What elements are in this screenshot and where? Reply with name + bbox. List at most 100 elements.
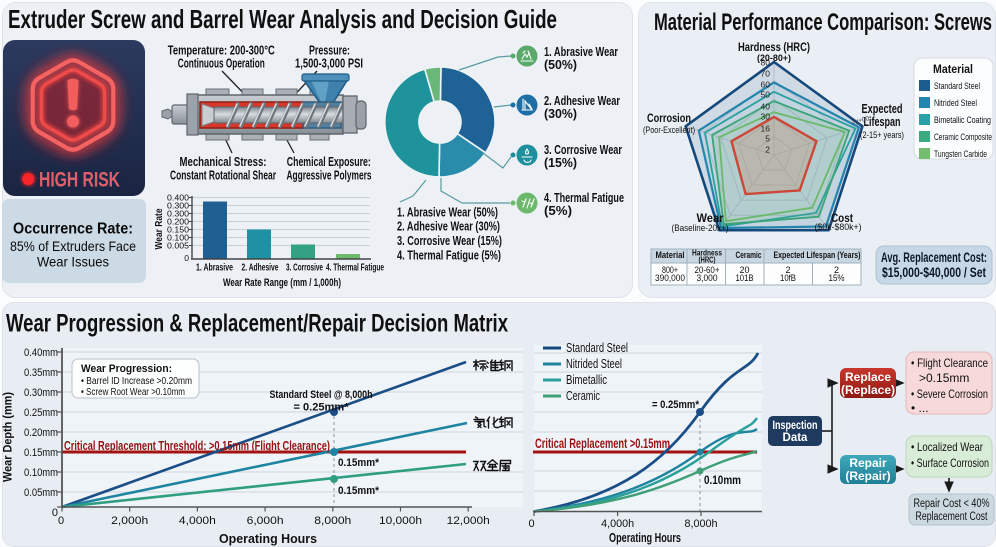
svg-text:85% of Extruders Face: 85% of Extruders Face [10, 238, 136, 254]
svg-text:Wear Rate: Wear Rate [153, 208, 165, 249]
svg-text:1. Abrasive Wear (50%): 1. Abrasive Wear (50%) [397, 206, 498, 220]
svg-text:2. Adhesive Wear (30%): 2. Adhesive Wear (30%) [397, 220, 500, 234]
svg-text:Operating Hours: Operating Hours [609, 531, 681, 545]
svg-text:2: 2 [765, 145, 770, 155]
svg-text:3. Corrosive Wear: 3. Corrosive Wear [544, 143, 622, 157]
svg-text:4,000h: 4,000h [601, 518, 634, 530]
svg-text:5: 5 [765, 134, 770, 144]
svg-text:0.25mm: 0.25mm [24, 407, 58, 419]
svg-text:2: 2 [785, 265, 790, 275]
svg-text:Nitrided Steel: Nitrided Steel [566, 357, 622, 371]
svg-text:0.35mm: 0.35mm [24, 367, 58, 379]
svg-text:Wear Progression:: Wear Progression: [81, 363, 172, 375]
svg-text:40: 40 [761, 102, 771, 112]
svg-text:2: 2 [834, 265, 839, 275]
svg-text:8,000h: 8,000h [314, 515, 351, 527]
svg-text:Avg. Replacement Cost:: Avg. Replacement Cost: [881, 250, 987, 265]
svg-text:Replace: Replace [845, 370, 891, 384]
svg-text:50: 50 [761, 90, 771, 100]
svg-text:0.300: 0.300 [167, 209, 189, 219]
svg-text:Nitrided Steel: Nitrided Steel [934, 98, 977, 109]
svg-text:• Barrel ID Increase >0.20mm: • Barrel ID Increase >0.20mm [81, 376, 192, 387]
svg-text:(20-80+): (20-80+) [757, 53, 791, 64]
svg-text:Expected: Expected [862, 101, 903, 116]
svg-text:• Flight Clearance: • Flight Clearance [911, 356, 988, 370]
svg-text:80: 80 [761, 58, 771, 68]
svg-text:101B: 101B [736, 273, 754, 283]
svg-text:0.20mm: 0.20mm [24, 427, 58, 439]
svg-text:Ceramic Composite: Ceramic Composite [934, 132, 992, 143]
svg-text:Pressure:: Pressure: [309, 44, 350, 58]
svg-text:2,000h: 2,000h [111, 515, 148, 527]
svg-text:0.10mm: 0.10mm [24, 467, 58, 479]
svg-text:= 0.25mm*: = 0.25mm* [294, 402, 350, 414]
svg-text:12,000h: 12,000h [447, 515, 490, 527]
svg-text:390,000: 390,000 [655, 273, 685, 283]
svg-text:(2-15+ years): (2-15+ years) [860, 130, 904, 141]
svg-text:4. Thermal Fatigue: 4. Thermal Fatigue [326, 263, 384, 274]
svg-text:3. Corrosive: 3. Corrosive [286, 263, 323, 274]
svg-text:0.300: 0.300 [167, 201, 189, 211]
svg-text:= 0.25mm*: = 0.25mm* [652, 399, 700, 411]
svg-text:Repair Cost < 40%: Repair Cost < 40% [914, 498, 990, 510]
svg-text:15%: 15% [829, 273, 845, 283]
svg-text:(Poor-Excellent): (Poor-Excellent) [643, 125, 695, 136]
svg-text:(5%): (5%) [544, 204, 572, 218]
svg-text:70: 70 [761, 69, 771, 79]
svg-text:20-60+: 20-60+ [695, 265, 720, 275]
svg-text:• Severe Corrosion: • Severe Corrosion [911, 387, 988, 401]
svg-text:Wear: Wear [697, 211, 724, 225]
svg-text:Material Performance Compariso: Material Performance Comparison: Screws [654, 9, 992, 36]
svg-text:0.100: 0.100 [167, 233, 189, 243]
svg-text:2. Adhesive Wear: 2. Adhesive Wear [544, 94, 620, 108]
svg-text:Lifespan: Lifespan [864, 114, 901, 129]
svg-text:(50%): (50%) [544, 58, 577, 72]
svg-text:• Screw Root Wear >0.10mm: • Screw Root Wear >0.10mm [81, 387, 185, 398]
svg-text:Continuous Operation: Continuous Operation [178, 57, 265, 71]
svg-text:Mechanical Stress:: Mechanical Stress: [180, 155, 267, 169]
svg-text:Aggressive Polymers: Aggressive Polymers [287, 169, 372, 183]
svg-text:60: 60 [761, 80, 771, 90]
svg-text:0: 0 [528, 518, 534, 530]
svg-text:0.15mm*: 0.15mm* [338, 485, 380, 497]
svg-text:• ...: • ... [911, 401, 929, 415]
svg-text:Replacement Cost: Replacement Cost [916, 511, 989, 523]
svg-text:Cost: Cost [831, 211, 853, 225]
svg-text:0.10mm: 0.10mm [704, 475, 741, 487]
svg-text:Expected Lifespan (Years): Expected Lifespan (Years) [774, 250, 861, 260]
svg-text:Wear Issues: Wear Issues [37, 254, 109, 270]
svg-text:HIGH RISK: HIGH RISK [39, 169, 120, 192]
svg-text:4. Thermal Fatigue: 4. Thermal Fatigue [544, 191, 624, 205]
svg-text:0.30mm: 0.30mm [24, 387, 58, 399]
svg-text:Bimetallic Coating: Bimetallic Coating [934, 115, 991, 126]
svg-text:30: 30 [761, 112, 771, 122]
svg-text:(Repair): (Repair) [845, 469, 890, 483]
svg-text:0.15mm*: 0.15mm* [338, 457, 380, 469]
svg-text:2. Adhesive: 2. Adhesive [242, 263, 279, 274]
svg-text:3,000: 3,000 [697, 273, 718, 283]
svg-text:4. Thermal Fatigue (5%): 4. Thermal Fatigue (5%) [397, 249, 501, 263]
svg-text:20: 20 [739, 265, 749, 275]
svg-text:0.400: 0.400 [167, 193, 189, 203]
svg-text:Material: Material [933, 62, 973, 76]
svg-text:1. Abrasive Wear: 1. Abrasive Wear [544, 45, 618, 59]
svg-text:Repair: Repair [849, 456, 887, 470]
svg-text:(HRC): (HRC) [699, 256, 716, 265]
svg-text:10fB: 10fB [780, 273, 796, 283]
svg-text:0.05mm: 0.05mm [24, 487, 58, 499]
svg-text:Standard Steel @ 8,000h: Standard Steel @ 8,000h [270, 389, 373, 401]
svg-text:0: 0 [58, 515, 64, 527]
svg-text:Occurrence Rate:: Occurrence Rate: [13, 221, 133, 238]
svg-text:0.150: 0.150 [167, 225, 189, 235]
svg-text:(Baseline-20x+): (Baseline-20x+) [672, 223, 729, 234]
svg-text:16: 16 [761, 124, 771, 134]
svg-text:Material: Material [656, 250, 685, 260]
svg-text:Corrosion: Corrosion [647, 111, 691, 125]
svg-text:2y+00: 2y+00 [851, 115, 870, 126]
svg-text:Extruder Screw and Barrel Wear: Extruder Screw and Barrel Wear Analysis … [8, 4, 557, 34]
svg-text:Data: Data [783, 432, 809, 444]
svg-text:3. Corrosive Wear (15%): 3. Corrosive Wear (15%) [397, 234, 502, 248]
svg-text:(Replace): (Replace) [841, 383, 895, 397]
svg-text:0.40mm: 0.40mm [24, 347, 58, 359]
svg-text:Operating Hours: Operating Hours [219, 531, 317, 546]
